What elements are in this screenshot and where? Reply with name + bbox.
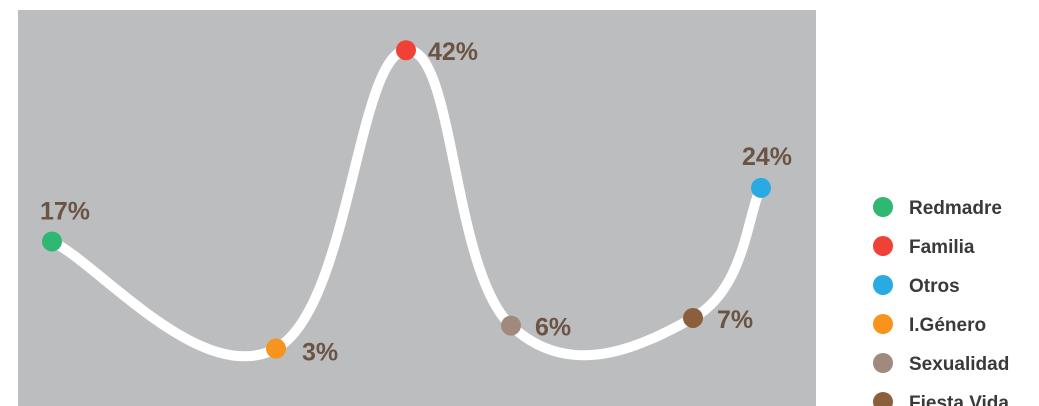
legend-swatch-6 xyxy=(873,392,893,406)
data-label-2: 3% xyxy=(302,339,338,367)
legend: Redmadre Familia Otros I.Género Sexualidad Fi… xyxy=(873,197,1009,406)
legend-swatch-2 xyxy=(873,236,893,256)
legend-label-1: Redmadre xyxy=(909,198,1002,219)
data-point-5 xyxy=(683,307,703,328)
data-point-6 xyxy=(751,177,771,198)
data-label-1: 17% xyxy=(40,197,90,225)
legend-swatch-4 xyxy=(873,314,893,334)
data-labels: 17% 3% 42% 6% 7% 24% xyxy=(40,38,792,366)
legend-label-4: I.Género xyxy=(909,315,986,336)
data-point-2 xyxy=(266,338,286,359)
data-point-1 xyxy=(42,231,62,252)
data-label-5: 7% xyxy=(717,306,753,334)
legend-swatch-3 xyxy=(873,275,893,295)
plot-background xyxy=(18,10,816,406)
legend-swatch-1 xyxy=(873,197,893,217)
legend-label-2: Familia xyxy=(909,237,975,258)
legend-label-3: Otros xyxy=(909,276,960,297)
legend-label-6: Fiesta Vida xyxy=(909,393,1009,406)
legend-label-5: Sexualidad xyxy=(909,354,1009,375)
data-label-4: 6% xyxy=(535,314,571,342)
data-label-6: 24% xyxy=(742,143,792,171)
data-points xyxy=(42,40,771,359)
data-label-3: 42% xyxy=(428,38,478,66)
data-point-4 xyxy=(501,315,521,336)
data-point-3 xyxy=(396,40,416,61)
legend-swatch-5 xyxy=(873,353,893,373)
